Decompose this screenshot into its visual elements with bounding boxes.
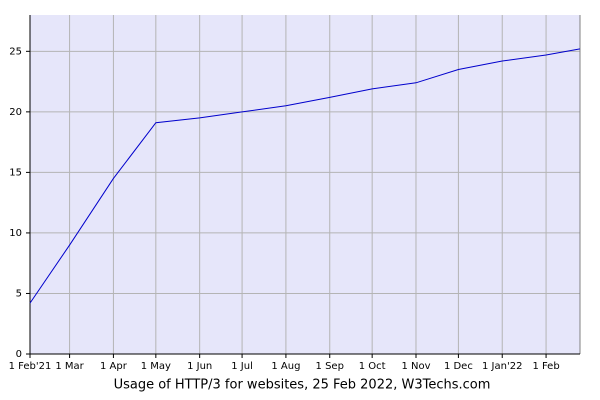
x-tick-label: 1 Mar (55, 361, 84, 372)
x-tick-label: 1 Jul (231, 361, 253, 372)
x-tick-label: 1 Feb'21 (9, 361, 52, 372)
x-tick-label: 1 Nov (401, 361, 430, 372)
x-tick-label: 1 Jan'22 (482, 361, 522, 372)
y-tick-label: 0 (16, 349, 22, 360)
x-tick-label: 1 Oct (359, 361, 386, 372)
x-tick-label: 1 Jun (187, 361, 212, 372)
y-tick-label: 25 (9, 46, 22, 57)
plot-area (30, 15, 580, 354)
x-tick-label: 1 Apr (100, 361, 128, 372)
x-tick-label: 1 Dec (444, 361, 473, 372)
data-line (29, 48, 581, 304)
x-tick-label: 1 Feb (532, 361, 559, 372)
y-tick-label: 15 (9, 167, 22, 178)
x-tick-label: 1 Aug (271, 361, 300, 372)
chart-title: Usage of HTTP/3 for websites, 25 Feb 202… (114, 378, 491, 393)
y-tick-label: 5 (16, 288, 22, 299)
x-tick-label: 1 May (141, 361, 171, 372)
x-tick-label: 1 Sep (316, 361, 344, 372)
y-tick-label: 10 (9, 228, 22, 239)
y-tick-label: 20 (9, 107, 22, 118)
